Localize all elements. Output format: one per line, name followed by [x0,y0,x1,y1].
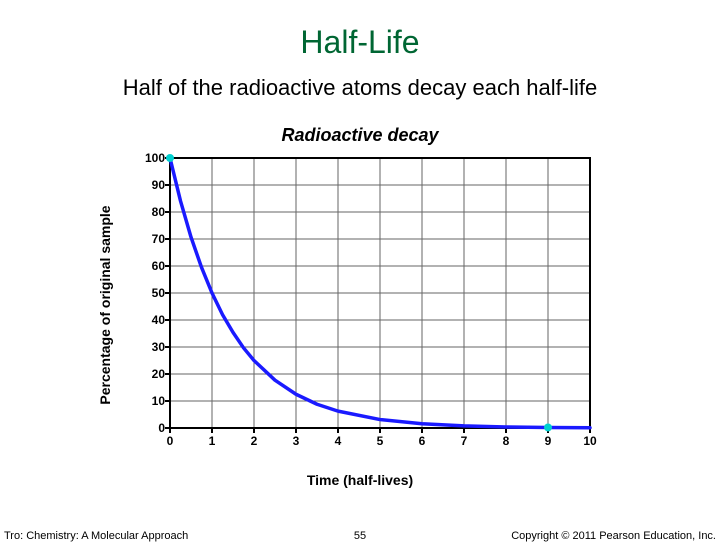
slide-title: Half-Life [0,0,720,61]
y-tick-label: 60 [135,259,165,273]
x-tick-label: 10 [580,434,600,448]
plot-area: Percentage of original sample Time (half… [115,150,605,460]
copyright: Copyright © 2011 Pearson Education, Inc. [511,530,716,542]
x-tick-label: 2 [244,434,264,448]
x-tick-label: 1 [202,434,222,448]
y-tick-label: 70 [135,232,165,246]
x-tick-label: 9 [538,434,558,448]
chart-container: Radioactive decay Percentage of original… [115,125,605,490]
y-tick-label: 50 [135,286,165,300]
y-tick-label: 20 [135,367,165,381]
y-tick-label: 100 [135,151,165,165]
y-axis-label: Percentage of original sample [97,205,113,404]
slide-subtitle: Half of the radioactive atoms decay each… [0,61,720,101]
x-tick-label: 3 [286,434,306,448]
y-tick-label: 30 [135,340,165,354]
x-tick-label: 5 [370,434,390,448]
x-tick-label: 7 [454,434,474,448]
x-tick-label: 6 [412,434,432,448]
chart-svg [115,150,605,460]
page-number: 55 [354,530,366,542]
y-tick-label: 10 [135,394,165,408]
footer-left: Tro: Chemistry: A Molecular Approach [4,530,188,542]
y-tick-label: 0 [135,421,165,435]
x-tick-label: 0 [160,434,180,448]
x-tick-label: 4 [328,434,348,448]
y-tick-label: 90 [135,178,165,192]
chart-title: Radioactive decay [115,125,605,146]
x-tick-label: 8 [496,434,516,448]
y-tick-label: 80 [135,205,165,219]
y-tick-label: 40 [135,313,165,327]
x-axis-label: Time (half-lives) [307,472,413,488]
